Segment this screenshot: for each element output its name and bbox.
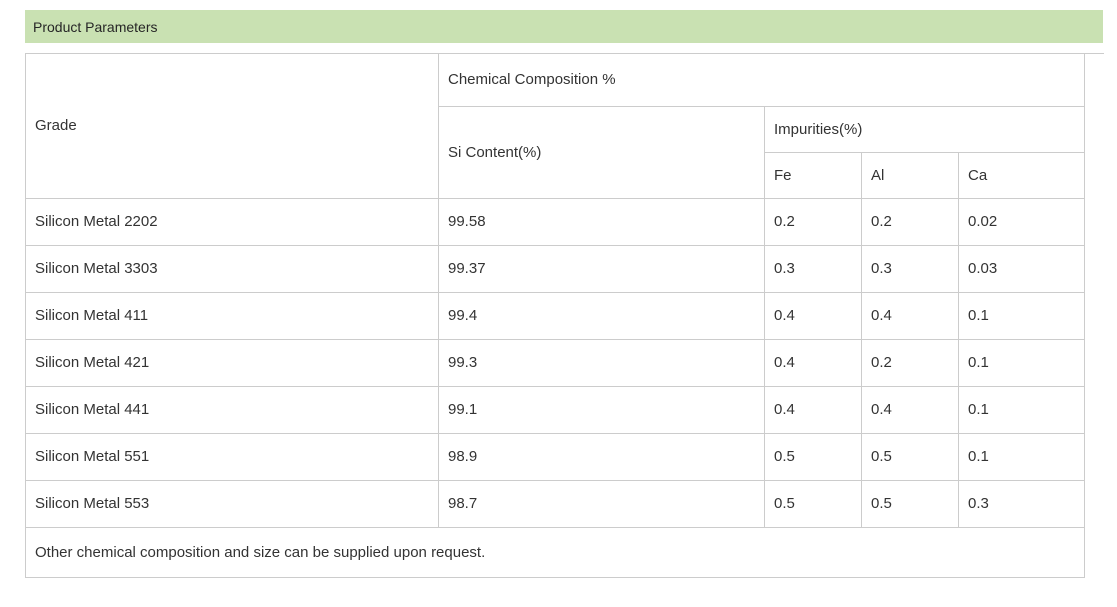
cell-fe: 0.4: [764, 291, 862, 340]
header-ca: Ca: [957, 151, 1086, 199]
cell-grade: Silicon Metal 553: [25, 479, 439, 528]
cell-si-content: 99.3: [438, 338, 765, 387]
table-row: Silicon Metal 411 99.4 0.4 0.4 0.1: [25, 291, 1086, 340]
cell-ca: 0.02: [957, 197, 1086, 246]
cell-al: 0.5: [861, 432, 959, 481]
cell-si-content: 98.7: [438, 479, 765, 528]
cell-ca: 0.3: [957, 479, 1086, 528]
cell-al: 0.3: [861, 244, 959, 293]
header-impurities: Impurities(%): [763, 105, 1086, 153]
cell-fe: 0.5: [764, 432, 862, 481]
cell-al: 0.4: [861, 291, 959, 340]
table-row: Silicon Metal 553 98.7 0.5 0.5 0.3: [25, 479, 1086, 528]
cell-fe: 0.4: [764, 338, 862, 387]
header-fe: Fe: [764, 151, 862, 199]
cell-ca: 0.1: [957, 338, 1086, 387]
cell-si-content: 99.1: [438, 385, 765, 434]
cell-ca: 0.1: [957, 291, 1086, 340]
header-row-1: Grade Chemical Composition %: [25, 54, 1086, 199]
cell-si-content: 99.37: [438, 244, 765, 293]
cell-al: 0.4: [861, 385, 959, 434]
header-chemical-composition: Chemical Composition %: [437, 54, 1086, 107]
table-row: Silicon Metal 3303 99.37 0.3 0.3 0.03: [25, 244, 1086, 293]
cell-grade: Silicon Metal 421: [25, 338, 439, 387]
header-si-content: Si Content(%): [438, 105, 765, 199]
parameters-table: Grade Chemical Composition % Si Content(…: [24, 54, 1086, 578]
table-row: Silicon Metal 2202 99.58 0.2 0.2 0.02: [25, 197, 1086, 246]
header-row-3: Fe Al Ca: [26, 151, 1086, 199]
cell-ca: 0.1: [957, 432, 1086, 481]
table-row: Silicon Metal 421 99.3 0.4 0.2 0.1: [25, 338, 1086, 387]
cell-fe: 0.4: [764, 385, 862, 434]
cell-grade: Silicon Metal 441: [25, 385, 439, 434]
cell-si-content: 99.4: [438, 291, 765, 340]
cell-grade: Silicon Metal 2202: [25, 197, 439, 246]
footer-note: Other chemical composition and size can …: [24, 526, 1086, 578]
parameters-table-wrapper: Grade Chemical Composition % Si Content(…: [24, 53, 1104, 578]
cell-si-content: 98.9: [438, 432, 765, 481]
cell-ca: 0.1: [957, 385, 1086, 434]
table-row: Silicon Metal 441 99.1 0.4 0.4 0.1: [25, 385, 1086, 434]
footer-note-row: Other chemical composition and size can …: [24, 526, 1086, 578]
cell-fe: 0.3: [764, 244, 862, 293]
cell-fe: 0.2: [764, 197, 862, 246]
cell-grade: Silicon Metal 411: [25, 291, 439, 340]
table-row: Silicon Metal 551 98.9 0.5 0.5 0.1: [25, 432, 1086, 481]
cell-si-content: 99.58: [438, 197, 765, 246]
cell-ca: 0.03: [957, 244, 1086, 293]
header-row-2: Si Content(%) Impurities(%): [26, 105, 1086, 199]
cell-al: 0.2: [861, 338, 959, 387]
product-parameters-banner: Product Parameters: [25, 10, 1103, 43]
cell-fe: 0.5: [764, 479, 862, 528]
cell-grade: Silicon Metal 551: [25, 432, 439, 481]
header-al: Al: [861, 151, 959, 199]
section-title: Product Parameters: [33, 18, 158, 35]
cell-al: 0.5: [861, 479, 959, 528]
cell-grade: Silicon Metal 3303: [25, 244, 439, 293]
cell-al: 0.2: [861, 197, 959, 246]
header-grade: Grade: [25, 54, 439, 199]
